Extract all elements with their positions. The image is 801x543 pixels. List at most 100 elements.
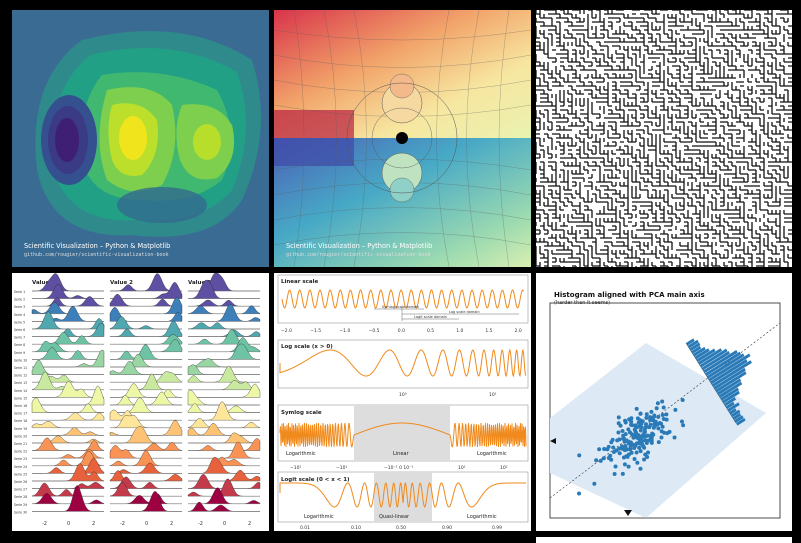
- histogram-bar: [699, 348, 728, 368]
- chart-title: Histogram aligned with PCA main axis: [554, 291, 705, 299]
- scatter-point: [626, 427, 631, 432]
- row-label: Serie 15: [14, 396, 27, 400]
- scatter-point: [643, 452, 648, 457]
- scatter-point: [577, 453, 582, 458]
- row-label: Serie 17: [14, 412, 27, 416]
- scatter-point: [598, 458, 603, 463]
- pca-tile: Histogram aligned with PCA main axis (ha…: [536, 273, 792, 531]
- logit-tick: 0.50: [396, 525, 406, 531]
- scatter-point: [638, 418, 643, 423]
- logit-curve: [279, 482, 526, 508]
- ridge-col-label: Value 3: [188, 280, 211, 286]
- row-label: Serie 7: [14, 336, 25, 340]
- scatter-point: [602, 447, 607, 452]
- scatter-point: [649, 409, 654, 414]
- histogram-bar: [687, 339, 699, 349]
- panel-title: Linear scale: [281, 279, 319, 285]
- scatter-point: [616, 430, 621, 435]
- row-label: Serie 6: [14, 328, 25, 332]
- log-tick: 10⁰: [399, 392, 407, 398]
- scatter-point: [614, 448, 619, 453]
- domain-note: Logit scale domain: [414, 315, 447, 319]
- ridge-col-label: Value 2: [110, 280, 133, 286]
- scatter-point: [592, 481, 597, 486]
- row-label: Serie 1: [14, 290, 25, 294]
- scatter-point: [664, 412, 669, 417]
- row-label: Serie 10: [14, 358, 27, 362]
- scatter-point: [638, 428, 643, 433]
- histogram-bar: [725, 401, 735, 410]
- ridge-density: [31, 421, 104, 428]
- scatter-point: [621, 455, 626, 460]
- maze-walls: [536, 10, 792, 267]
- x-tick-label: 0: [145, 521, 148, 527]
- histogram-bar: [722, 390, 740, 404]
- scatter-point: [644, 424, 649, 429]
- scatter-point: [643, 434, 648, 439]
- histogram-bar: [730, 409, 741, 418]
- logit-tick: 0.10: [351, 525, 361, 531]
- panel-title: Logit scale (0 < x < 1): [281, 477, 350, 483]
- scatter-point: [660, 413, 665, 418]
- row-label: Serie 9: [14, 351, 25, 355]
- histogram-bar: [692, 346, 706, 357]
- scatter-point: [623, 444, 628, 449]
- ridge-density: [187, 358, 260, 368]
- symlog-tick: −10²: [290, 465, 301, 471]
- scatter-point: [648, 422, 653, 427]
- scatter-point: [656, 426, 661, 431]
- histogram-bar: [698, 348, 723, 365]
- scatter-point: [660, 399, 665, 404]
- histogram-bar: [703, 349, 738, 374]
- histogram-bar: [710, 359, 748, 385]
- next-tile-fragment: [536, 537, 792, 543]
- histogram-bar: [720, 387, 740, 401]
- x-tick-label: 2: [170, 521, 173, 527]
- scatter-point: [610, 437, 615, 442]
- scatter-point: [643, 438, 648, 443]
- chart-subtitle: (harder than it seems): [554, 300, 610, 306]
- maze-pattern: [536, 10, 792, 267]
- row-label: Serie 24: [14, 465, 27, 469]
- scatter-point: [623, 418, 628, 423]
- row-label: Serie 5: [14, 320, 25, 324]
- ridge-density: [187, 322, 260, 330]
- scatter-point: [646, 450, 651, 455]
- logit-tick: 0.01: [300, 525, 310, 531]
- histogram-bar: [715, 371, 747, 393]
- pca-band: [550, 343, 766, 518]
- x-tick-label: -2: [42, 521, 47, 527]
- ridge-density: [32, 284, 104, 299]
- scatter-point: [641, 444, 646, 449]
- histogram-bar: [717, 378, 742, 396]
- ridge-density: [32, 412, 105, 421]
- scatter-point: [662, 430, 667, 435]
- linear-tick: 1.5: [485, 328, 492, 334]
- linear-tick: −2.0: [281, 328, 292, 334]
- ridge-density: [188, 438, 261, 451]
- scatter-point: [609, 457, 614, 462]
- histogram-bar: [704, 351, 742, 376]
- scatter-point: [616, 421, 621, 426]
- scatter-point: [622, 437, 627, 442]
- scatter-point: [617, 451, 622, 456]
- histogram-bar: [711, 360, 752, 387]
- scatter-point: [597, 447, 602, 452]
- x-tick-label: -2: [198, 521, 203, 527]
- histogram-bar: [706, 353, 745, 379]
- row-label: Serie 23: [14, 457, 27, 461]
- row-label: Serie 30: [14, 510, 27, 514]
- scatter-point: [654, 406, 659, 411]
- scales-tile: Linear scale Symlog scale domain Log sca…: [274, 273, 531, 531]
- linear-tick: 1.0: [456, 328, 463, 334]
- scatter-point: [661, 405, 666, 410]
- scatter-point: [577, 491, 582, 496]
- scatter-point: [632, 443, 637, 448]
- domain-note: Log scale domain: [449, 310, 480, 314]
- x-tick-label: 0: [223, 521, 226, 527]
- scatter-point: [634, 450, 639, 455]
- histogram-bar: [696, 348, 716, 363]
- scatter-point: [644, 412, 649, 417]
- panel-title: Log scale (x > 0): [281, 344, 333, 350]
- contour-figure-tile: Scientific Visualization – Python & Matp…: [12, 10, 269, 267]
